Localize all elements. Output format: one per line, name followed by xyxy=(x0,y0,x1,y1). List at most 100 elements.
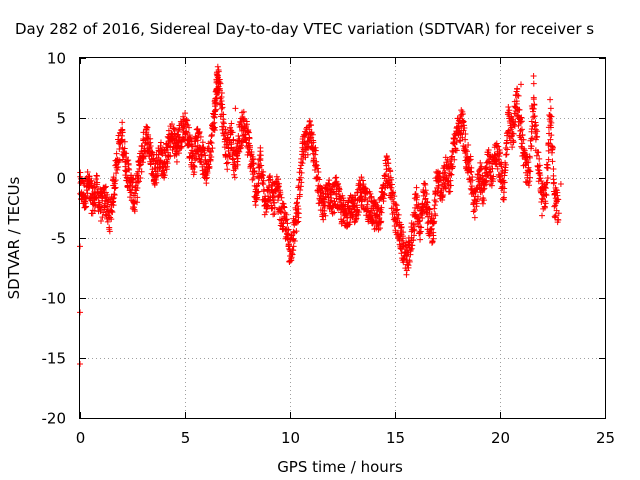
data-point xyxy=(183,116,190,123)
data-point xyxy=(374,202,381,209)
data-point xyxy=(218,98,225,105)
data-point xyxy=(470,208,477,215)
data-point xyxy=(191,169,198,176)
data-point xyxy=(257,152,264,159)
data-point xyxy=(190,162,197,169)
data-point xyxy=(391,193,398,200)
data-point xyxy=(102,183,109,190)
data-point xyxy=(199,139,206,146)
data-point xyxy=(121,138,128,145)
data-point xyxy=(290,228,297,235)
data-point xyxy=(299,160,306,167)
data-point xyxy=(517,119,524,126)
data-point xyxy=(467,185,474,192)
data-point xyxy=(497,149,504,156)
data-point xyxy=(482,164,489,171)
data-point xyxy=(183,129,190,136)
data-point xyxy=(201,147,208,154)
data-point xyxy=(405,262,412,269)
data-point xyxy=(304,151,311,158)
data-point xyxy=(286,242,293,249)
data-point xyxy=(207,157,214,164)
data-point xyxy=(392,201,399,208)
data-point xyxy=(460,118,467,125)
data-point xyxy=(271,194,278,201)
data-point xyxy=(404,261,411,268)
data-point xyxy=(439,193,446,200)
data-point xyxy=(494,157,501,164)
data-point xyxy=(328,195,335,202)
data-point xyxy=(298,179,305,186)
data-point xyxy=(527,174,534,181)
data-point xyxy=(94,179,101,186)
data-point xyxy=(501,194,508,201)
data-point xyxy=(213,95,220,102)
data-point xyxy=(209,145,216,152)
data-point xyxy=(271,210,278,217)
data-point xyxy=(208,140,215,147)
data-point xyxy=(164,149,171,156)
data-point xyxy=(212,107,219,114)
data-point xyxy=(501,179,508,186)
data-point xyxy=(398,246,405,253)
data-point xyxy=(358,174,365,181)
data-point xyxy=(175,150,182,157)
data-point xyxy=(526,153,533,160)
data-point xyxy=(113,150,120,157)
data-point xyxy=(275,176,282,183)
data-point xyxy=(314,165,321,172)
data-point xyxy=(124,158,131,165)
data-point xyxy=(429,238,436,245)
data-point xyxy=(531,101,538,108)
data-point xyxy=(273,173,280,180)
data-point xyxy=(275,180,282,187)
data-point xyxy=(430,235,437,242)
data-point xyxy=(316,176,323,183)
data-point xyxy=(518,81,524,88)
data-point xyxy=(184,117,191,124)
data-point xyxy=(203,180,210,187)
data-point xyxy=(465,141,472,148)
data-point xyxy=(295,206,302,213)
data-point xyxy=(248,148,255,155)
data-point xyxy=(240,108,247,115)
data-point xyxy=(274,184,281,191)
data-point xyxy=(146,144,153,151)
data-point xyxy=(335,180,342,187)
data-point xyxy=(111,180,118,187)
data-point xyxy=(417,236,424,243)
data-point xyxy=(104,191,111,198)
data-point xyxy=(259,171,266,178)
data-point xyxy=(491,151,498,158)
data-point xyxy=(533,152,540,159)
data-point xyxy=(93,172,100,179)
data-point xyxy=(400,256,407,263)
y-tick-label: 5 xyxy=(56,110,66,128)
data-point xyxy=(422,181,429,188)
data-point xyxy=(503,151,510,158)
data-point xyxy=(388,181,395,188)
data-point xyxy=(111,191,118,198)
data-point xyxy=(102,211,109,218)
data-point xyxy=(288,232,295,239)
data-point xyxy=(281,204,288,211)
data-point xyxy=(170,125,177,132)
data-point xyxy=(86,173,93,180)
data-point xyxy=(435,185,442,192)
data-point xyxy=(168,121,175,128)
data-point xyxy=(531,113,538,120)
data-point xyxy=(502,151,509,158)
data-point xyxy=(514,86,521,93)
data-point xyxy=(535,149,542,156)
data-point xyxy=(288,255,295,262)
x-axis-ticks: 0 5 10 15 20 25 xyxy=(76,58,615,447)
data-point xyxy=(108,216,115,223)
data-point xyxy=(184,121,191,128)
data-point xyxy=(332,174,339,181)
data-point xyxy=(501,172,508,179)
data-point xyxy=(219,126,226,133)
data-point xyxy=(548,113,555,120)
data-point xyxy=(378,204,385,211)
data-point xyxy=(423,198,430,205)
data-point xyxy=(188,147,195,154)
